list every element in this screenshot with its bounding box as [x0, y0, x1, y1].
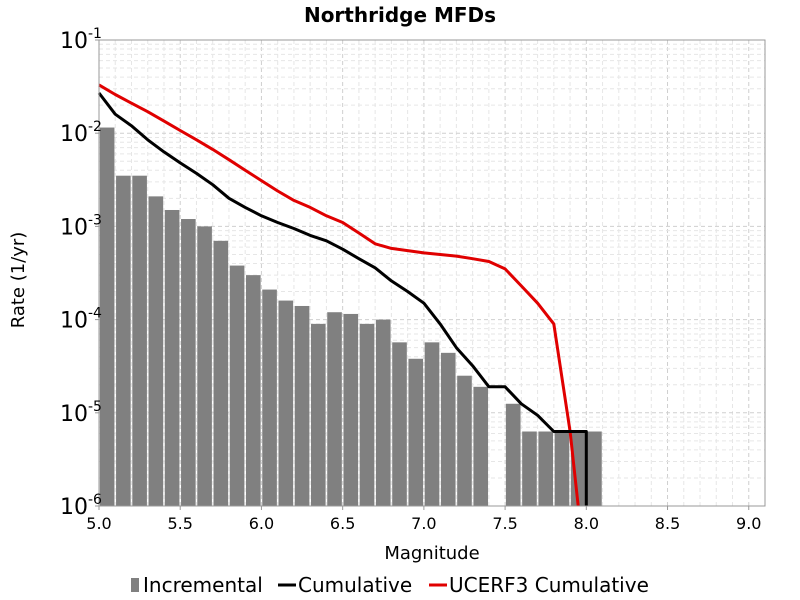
legend-label-cumulative: Cumulative	[298, 573, 412, 597]
y-tick-exponent: -6	[88, 492, 102, 508]
incremental-bar	[392, 342, 407, 506]
y-tick-label: 10-5	[60, 399, 102, 427]
y-axis-ticks: 10-110-210-310-410-510-6	[60, 26, 102, 520]
legend-swatch-incremental	[131, 578, 139, 592]
x-axis-ticks: 5.0 5.5 6.0 6.5 7.0 7.5 8.0 8.5 9.0	[86, 506, 761, 533]
incremental-bar	[457, 375, 472, 506]
incremental-bar	[148, 196, 164, 507]
incremental-bar	[473, 386, 489, 506]
incremental-bar	[554, 431, 570, 506]
incremental-bar	[310, 323, 326, 506]
y-tick-label: 10-3	[60, 212, 102, 240]
chart-title: Northridge MFDs	[304, 3, 496, 27]
y-tick-exponent: -5	[88, 399, 102, 415]
x-tick-label: 5.0	[86, 514, 111, 533]
incremental-bar	[538, 431, 554, 506]
incremental-bars	[99, 127, 602, 507]
x-tick-label: 6.0	[249, 514, 274, 533]
y-tick-label: 10-2	[60, 119, 102, 147]
incremental-bar	[343, 313, 359, 506]
incremental-bar	[522, 431, 537, 506]
incremental-bar	[164, 209, 180, 507]
incremental-bar	[375, 319, 391, 506]
incremental-bar	[99, 127, 115, 506]
y-tick-label: 10-4	[60, 306, 102, 334]
x-tick-label: 7.5	[492, 514, 517, 533]
y-axis-label: Rate (1/yr)	[8, 232, 29, 329]
y-tick-exponent: -4	[88, 306, 102, 322]
incremental-bar	[359, 323, 375, 506]
y-tick-exponent: -2	[88, 119, 102, 135]
incremental-bar	[132, 175, 147, 506]
x-tick-label: 7.0	[411, 514, 436, 533]
incremental-bar	[408, 358, 424, 506]
x-tick-label: 8.5	[655, 514, 680, 533]
incremental-bar	[197, 226, 212, 506]
incremental-bar	[587, 431, 602, 506]
y-tick-label: 10-1	[60, 26, 102, 54]
y-tick-exponent: -3	[88, 212, 102, 228]
incremental-bar	[229, 265, 245, 506]
incremental-bar	[424, 342, 440, 506]
incremental-bar	[181, 219, 196, 506]
incremental-bar	[327, 312, 342, 506]
legend-label-ucerf3: UCERF3 Cumulative	[449, 573, 649, 597]
x-tick-label: 6.5	[330, 514, 355, 533]
incremental-bar	[440, 352, 456, 506]
incremental-bar	[213, 240, 229, 507]
incremental-bar	[570, 431, 586, 506]
incremental-bar	[294, 305, 310, 506]
cumulative-line	[97, 92, 588, 506]
cumulative-lines	[97, 83, 588, 507]
x-tick-label: 9.0	[736, 514, 761, 533]
ucerf3-cumulative-line	[98, 83, 580, 507]
incremental-bar	[278, 300, 294, 506]
y-tick-exponent: -1	[88, 26, 102, 42]
x-tick-label: 8.0	[574, 514, 599, 533]
plot-frame	[98, 39, 766, 507]
incremental-bar	[116, 175, 131, 506]
incremental-bar	[505, 403, 521, 506]
incremental-bar	[246, 275, 261, 506]
legend-label-incremental: Incremental	[143, 573, 263, 597]
incremental-bar	[262, 289, 277, 506]
legend: Incremental Cumulative UCERF3 Cumulative	[131, 573, 649, 597]
x-tick-label: 5.5	[167, 514, 192, 533]
x-axis-label: Magnitude	[384, 543, 479, 564]
